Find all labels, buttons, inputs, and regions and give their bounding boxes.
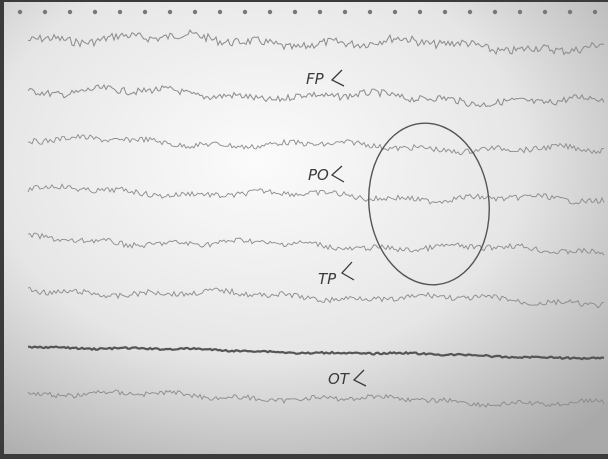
perforation [168,10,172,14]
perforation [593,10,597,14]
perforation [18,10,22,14]
channel-label: FP [306,70,325,88]
perforation [443,10,447,14]
perforation [68,10,72,14]
perforation [568,10,572,14]
perforation [318,10,322,14]
page: FP PO TP OT (() => { const data = JSON.p… [0,0,608,459]
perforation [218,10,222,14]
perforation [193,10,197,14]
perforation [368,10,372,14]
eeg-photo: FP PO TP OT [0,0,608,459]
perforation [343,10,347,14]
channel-label: PO [308,166,329,184]
perforation [118,10,122,14]
perforation [418,10,422,14]
perforation [143,10,147,14]
perforation [518,10,522,14]
perforation [493,10,497,14]
perforation [293,10,297,14]
perforation [543,10,547,14]
perforation [468,10,472,14]
perforation [93,10,97,14]
perforation [268,10,272,14]
perforation [243,10,247,14]
channel-label: TP [318,270,337,288]
perforation [43,10,47,14]
channel-label: OT [328,370,351,388]
perforation [393,10,397,14]
